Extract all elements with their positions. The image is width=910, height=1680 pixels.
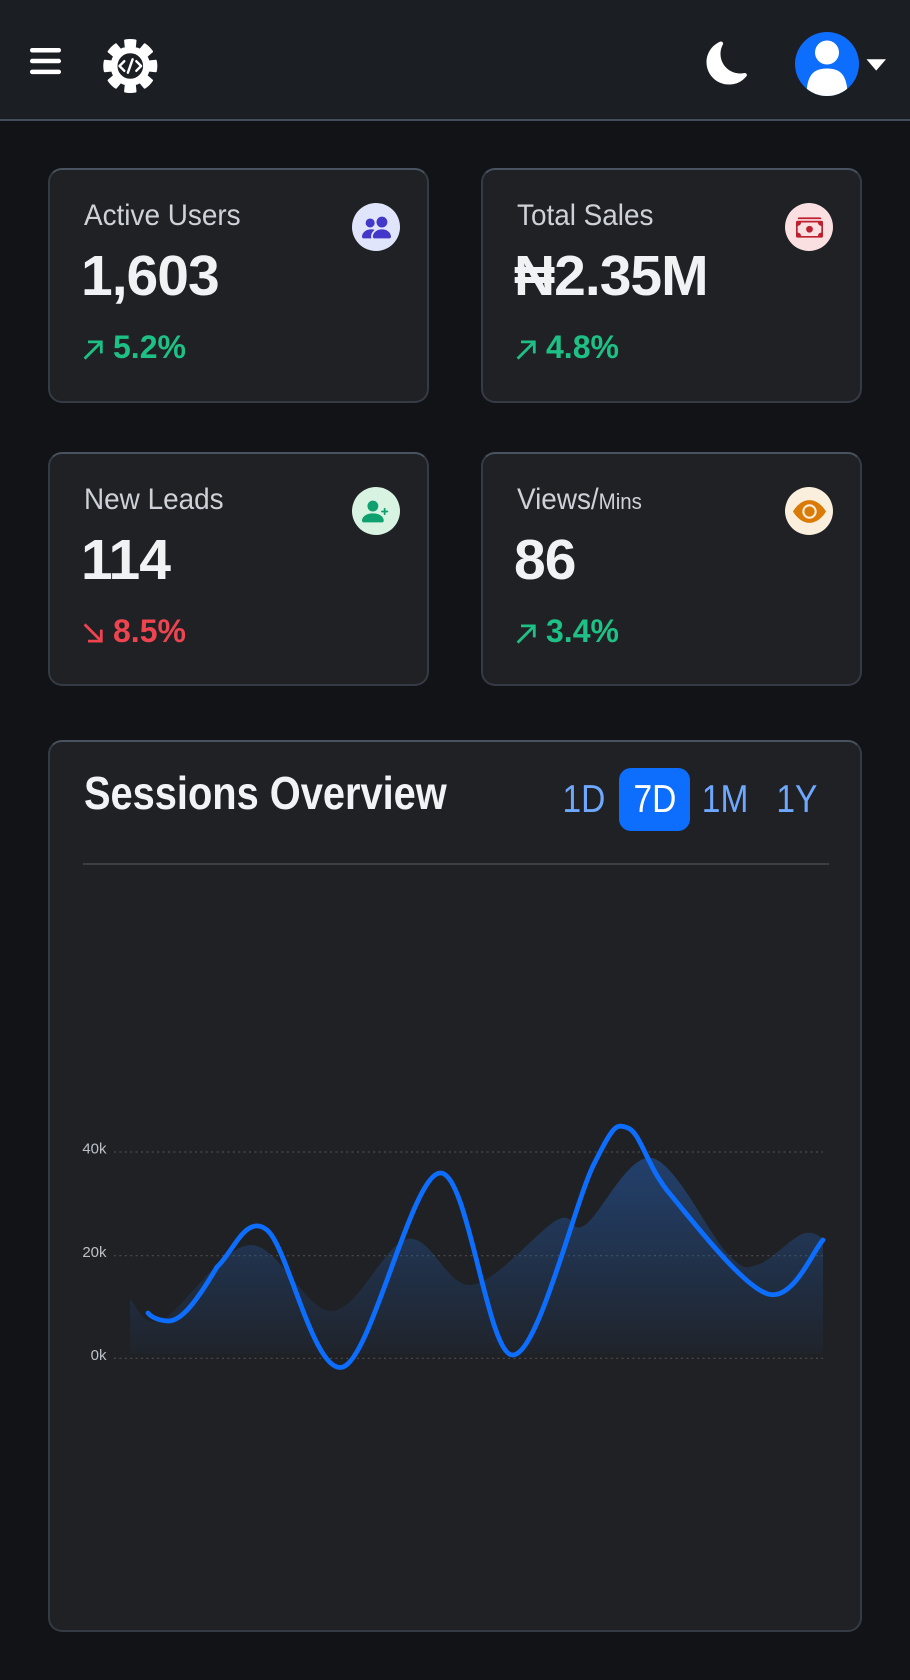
svg-text:0k: 0k — [91, 1347, 107, 1364]
svg-text:40k: 40k — [82, 1141, 107, 1158]
svg-text:20k: 20k — [82, 1244, 107, 1261]
